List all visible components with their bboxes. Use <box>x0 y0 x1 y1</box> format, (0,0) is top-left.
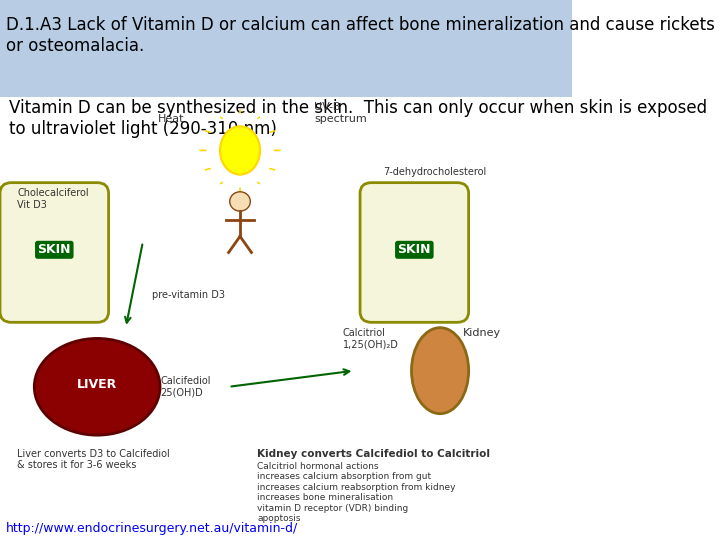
FancyBboxPatch shape <box>360 183 469 322</box>
Ellipse shape <box>35 339 160 435</box>
Text: Calcitriol
1,25(OH)₂D: Calcitriol 1,25(OH)₂D <box>343 328 399 349</box>
Text: pre-vitamin D3: pre-vitamin D3 <box>152 290 225 300</box>
Ellipse shape <box>220 126 260 174</box>
FancyBboxPatch shape <box>0 151 572 505</box>
Text: Liver converts D3 to Calcifediol
& stores it for 3-6 weeks: Liver converts D3 to Calcifediol & store… <box>17 449 170 470</box>
Text: Kidney: Kidney <box>463 328 501 338</box>
Text: Heat: Heat <box>158 113 185 124</box>
Text: Calcifediol
25(OH)D: Calcifediol 25(OH)D <box>160 376 210 397</box>
Text: Calcitriol hormonal actions
increases calcium absorption from gut
increases calc: Calcitriol hormonal actions increases ca… <box>257 462 456 523</box>
Text: Vitamin D can be synthesized in the skin.  This can only occur when skin is expo: Vitamin D can be synthesized in the skin… <box>9 99 707 138</box>
FancyBboxPatch shape <box>0 183 109 322</box>
FancyBboxPatch shape <box>0 97 572 161</box>
Ellipse shape <box>412 328 469 414</box>
Text: http://www.endocrinesurgery.net.au/vitamin-d/: http://www.endocrinesurgery.net.au/vitam… <box>6 522 298 535</box>
Text: SKIN: SKIN <box>37 244 71 256</box>
Text: UV-B
spectrum: UV-B spectrum <box>315 102 367 124</box>
Text: Cholecalciferol
Vit D3: Cholecalciferol Vit D3 <box>17 188 89 210</box>
Circle shape <box>230 192 251 211</box>
Text: LIVER: LIVER <box>77 377 117 390</box>
Text: 7-dehydrocholesterol: 7-dehydrocholesterol <box>383 166 486 177</box>
Text: D.1.A3 Lack of Vitamin D or calcium can affect bone mineralization and cause ric: D.1.A3 Lack of Vitamin D or calcium can … <box>6 16 714 55</box>
Text: Kidney converts Calcifediol to Calcitriol: Kidney converts Calcifediol to Calcitrio… <box>257 449 490 458</box>
Text: SKIN: SKIN <box>397 244 431 256</box>
FancyBboxPatch shape <box>0 0 572 97</box>
